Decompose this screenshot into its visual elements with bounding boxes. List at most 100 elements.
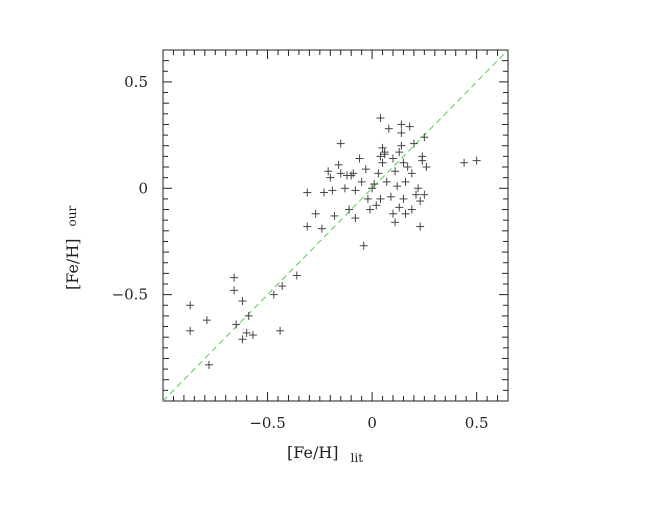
data-point [232,320,241,329]
data-point [416,197,425,206]
data-point [320,188,328,197]
x-axis-label-main: [Fe/H] [287,443,339,462]
data-points [186,114,481,369]
data-point [382,177,391,186]
data-point [349,169,358,178]
data-point [351,214,360,223]
data-point [242,328,251,337]
data-point [303,188,312,197]
data-point [202,316,211,325]
data-point [389,154,397,163]
data-point [472,156,481,165]
data-point [370,180,379,189]
data-point [244,311,253,320]
data-point [391,218,400,227]
data-point [328,186,337,195]
data-point [357,177,366,186]
data-point [376,152,385,161]
data-point [397,141,406,150]
data-point [395,203,404,212]
data-point [324,167,333,176]
data-point [230,273,239,282]
data-point [311,209,320,218]
data-point [230,286,239,295]
y-tick-label: 0 [138,179,148,197]
data-point [278,282,287,291]
data-point [374,169,383,178]
data-point [401,177,410,186]
data-point [336,139,345,148]
data-point [334,160,343,169]
data-point [407,205,416,214]
data-point [376,114,385,123]
data-point [405,122,414,131]
data-point [407,169,416,178]
y-axis-label-sub: our [65,206,79,227]
data-point [391,167,400,176]
data-point [336,169,345,178]
data-point [416,222,425,231]
data-point [186,326,195,335]
data-point [399,194,408,203]
data-point [422,163,431,171]
data-point [372,201,381,210]
data-point [317,224,326,233]
data-point [401,209,410,218]
data-point [351,186,360,195]
data-point [409,139,418,148]
data-point [292,271,301,280]
data-point [347,171,356,180]
plot-frame [162,49,509,402]
data-point [205,360,213,369]
x-tick-label: −0.5 [249,414,285,432]
data-point [389,209,397,218]
data-point [403,163,412,171]
y-tick-label: 0.5 [124,73,148,91]
data-point [420,133,429,142]
data-point [276,326,285,335]
data-point [366,205,374,214]
axis-ticks [162,49,509,402]
data-point [269,290,278,299]
data-point [186,301,195,310]
data-point [368,184,377,193]
data-point [361,165,370,174]
x-axis-label: [Fe/H] lit [287,443,363,465]
data-point [395,148,404,157]
data-point [412,190,420,199]
x-tick-label: 0 [367,414,377,432]
data-point [378,158,387,167]
data-point [238,335,247,344]
y-axis-label-main: [Fe/H] [63,238,82,290]
one-to-one-line [162,49,509,402]
data-point [363,194,372,203]
data-point [345,205,354,214]
y-axis-label: [Fe/H] our [63,206,82,290]
data-point [460,158,469,167]
data-point [397,120,406,129]
data-point [378,143,387,152]
y-tick-label: −0.5 [112,286,148,304]
data-point [380,150,389,159]
data-point [397,128,406,137]
data-point [384,124,393,133]
data-point [238,297,247,306]
data-point [420,190,429,199]
data-point [326,173,335,182]
data-point [303,222,312,231]
x-tick-label: 0.5 [465,414,489,432]
data-point [418,156,427,165]
data-point [376,194,385,203]
data-point [248,331,257,340]
data-point [359,241,368,250]
data-point [330,211,339,220]
axis-tick-labels: −0.5 0 0.5 −0.5 0 0.5 [112,73,489,432]
data-point [355,154,364,163]
data-point [386,192,395,201]
data-point [340,184,349,193]
x-axis-label-sub: lit [351,451,364,465]
data-point [393,182,402,191]
data-point [399,158,408,167]
data-point [414,184,423,193]
